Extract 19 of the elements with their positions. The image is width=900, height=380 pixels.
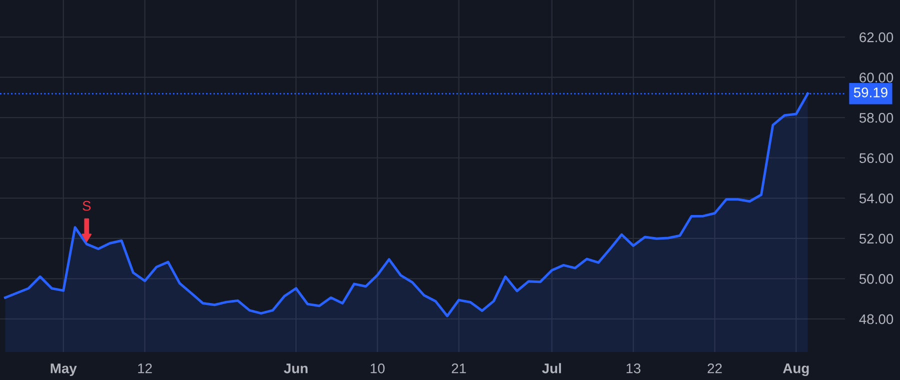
x-tick-label: Jul [542,363,561,374]
y-tick-label: 48.00 [859,314,894,324]
y-tick-label: 54.00 [859,193,894,204]
x-tick-label: Jun [284,364,308,374]
x-tick-label: 12 [138,363,152,374]
y-tick-label: 50.00 [859,274,894,284]
y-tick-label: 56.00 [859,153,894,164]
ref-line-label: 59.19 [854,88,888,98]
x-tick-label: 10 [370,363,385,374]
y-tick-label: 52.00 [859,234,894,244]
x-tick-label: 21 [452,363,466,374]
annotation: S [82,200,91,211]
x-tick-label: 13 [626,363,640,374]
x-tick-label: 22 [708,363,722,374]
x-tick-label: Aug [782,364,809,376]
y-tick-label: 58.00 [859,112,894,123]
x-tick-label: May [50,364,77,376]
y-tick-label: 62.00 [860,32,894,42]
y-tick-label: 60.00 [860,72,894,82]
